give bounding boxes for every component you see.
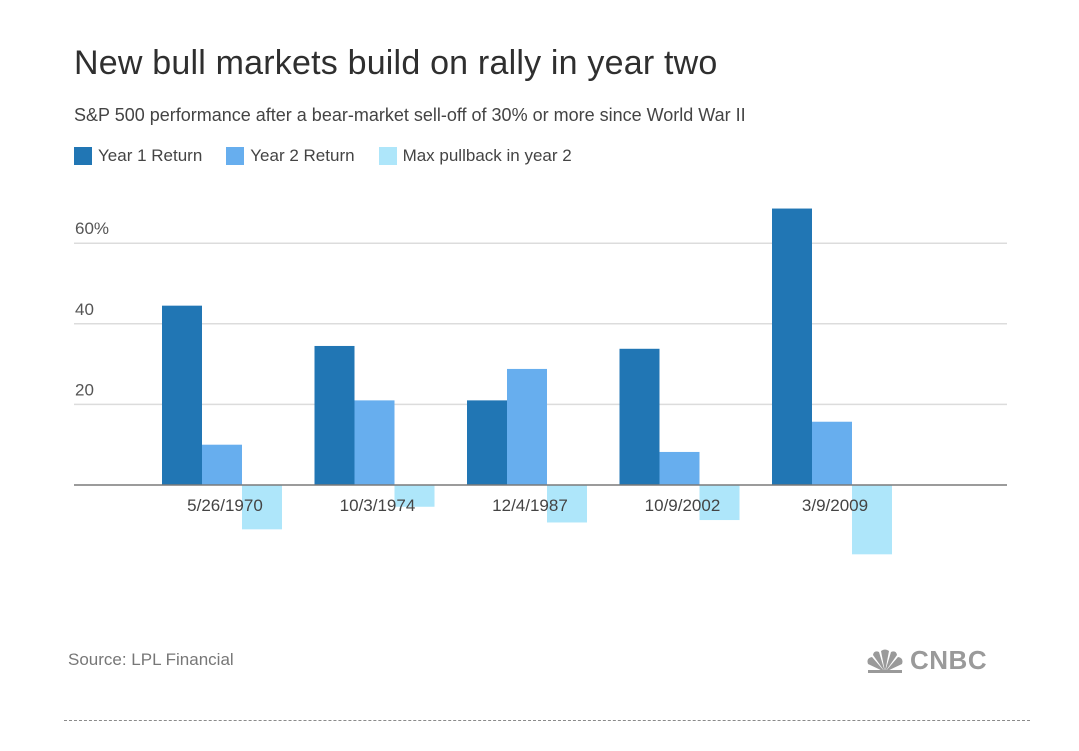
chart-legend: Year 1 Return Year 2 Return Max pullback… — [74, 146, 596, 166]
legend-item-year1: Year 1 Return — [74, 146, 202, 166]
bar-year2-0 — [202, 444, 242, 485]
bar-pullback-2 — [547, 485, 587, 523]
x-tick-label-2: 12/4/1987 — [492, 496, 568, 515]
y-tick-label-40: 40 — [75, 300, 94, 319]
bar-year2-4 — [812, 421, 852, 485]
legend-swatch-year1 — [74, 147, 92, 165]
legend-swatch-year2 — [226, 147, 245, 165]
bar-year1-0 — [162, 305, 202, 485]
legend-item-year2: Year 2 Return — [226, 146, 355, 166]
legend-label-year2: Year 2 Return — [250, 146, 355, 165]
bar-pullback-1 — [394, 485, 435, 507]
chart-title: New bull markets build on rally in year … — [74, 44, 718, 82]
bar-year1-1 — [314, 345, 355, 485]
y-tick-label-20: 20 — [75, 380, 94, 399]
legend-label-year1: Year 1 Return — [98, 146, 203, 165]
bar-year1-4 — [772, 208, 812, 486]
bar-pullback-0 — [242, 485, 282, 530]
cnbc-wordmark: CNBC — [910, 645, 988, 675]
peacock-icon — [867, 649, 903, 673]
bottom-divider — [64, 720, 1030, 721]
chart-subtitle: S&P 500 performance after a bear-market … — [74, 105, 746, 125]
legend-item-pullback: Max pullback in year 2 — [378, 146, 572, 166]
bar-pullback-3 — [699, 485, 740, 521]
bar-year2-3 — [659, 451, 700, 485]
legend-swatch-pullback — [378, 147, 397, 165]
y-tick-label-60: 60% — [75, 219, 109, 238]
bar-year2-2 — [507, 368, 547, 485]
x-tick-label-4: 3/9/2009 — [802, 496, 868, 515]
cnbc-logo: CNBC — [864, 645, 987, 676]
bar-year1-3 — [619, 348, 660, 485]
bar-year2-1 — [354, 400, 395, 485]
x-tick-label-3: 10/9/2002 — [645, 496, 721, 515]
x-tick-label-1: 10/3/1974 — [340, 496, 416, 515]
x-tick-label-0: 5/26/1970 — [187, 496, 263, 515]
source-note: Source: LPL Financial — [68, 650, 234, 669]
bar-year1-2 — [467, 400, 507, 485]
legend-label-pullback: Max pullback in year 2 — [402, 146, 572, 165]
bar-pullback-4 — [852, 485, 892, 555]
